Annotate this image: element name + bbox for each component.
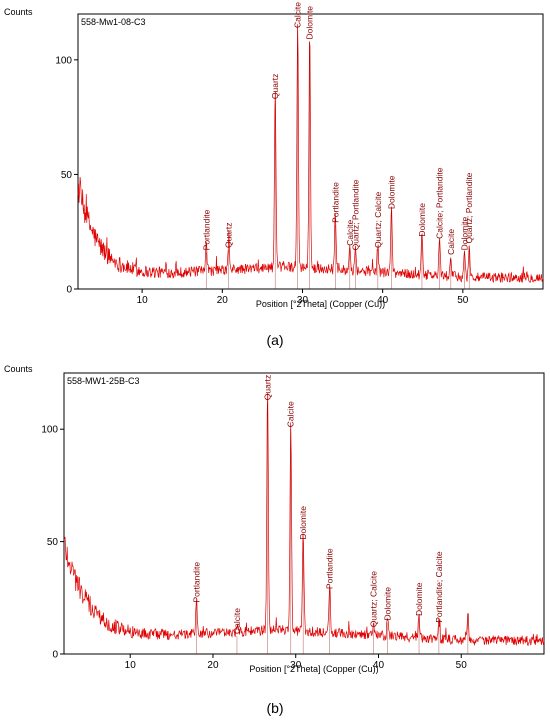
peak-label: Quartz — [263, 375, 273, 401]
x-tick-label: 30 — [290, 660, 302, 671]
peak-label: Portlandite — [201, 209, 211, 250]
sample-id-label: 558-Mw1-08-C3 — [81, 17, 146, 27]
diffraction-trace — [63, 392, 545, 647]
x-axis-title: Position [°2Theta] (Copper (Cu)) — [249, 664, 378, 674]
peak-label: Calcite — [345, 219, 355, 245]
peak-label: Dolomite — [414, 582, 424, 616]
peak-label: Quartz; Calcite — [373, 192, 383, 248]
panel-letter: (b) — [266, 700, 283, 716]
plot-frame — [63, 372, 545, 655]
plot-frame — [77, 13, 544, 290]
x-tick-label: 10 — [137, 295, 149, 306]
x-tick-label: 30 — [297, 295, 309, 306]
peak-label: Calcite — [446, 229, 456, 255]
peak-label: Quartz — [224, 223, 234, 249]
diffraction-trace — [77, 24, 544, 284]
peak-label: Portlandite; Calcite — [434, 551, 444, 623]
peak-label: Quartz; Calcite — [369, 571, 379, 627]
x-tick-label: 20 — [217, 295, 229, 306]
x-tick-label: 50 — [456, 660, 468, 671]
x-tick-label: 40 — [377, 295, 389, 306]
sample-id-label: 558-MW1-25B-C3 — [67, 376, 140, 386]
peak-label: Portlandite — [325, 548, 335, 589]
peak-label: Dolomite — [386, 175, 396, 209]
peak-label: Dolomite — [417, 203, 427, 237]
y-tick-label: 100 — [41, 425, 58, 436]
peak-label: Quartz; Portlandite — [464, 172, 474, 243]
x-tick-label: 40 — [373, 660, 385, 671]
peak-label: Quartz — [270, 74, 280, 100]
x-tick-label: 10 — [125, 660, 137, 671]
y-tick-label: 0 — [52, 650, 58, 661]
y-tick-label: 100 — [55, 55, 72, 66]
peak-label: Dolomite — [298, 506, 308, 540]
peak-label: Portlandite — [191, 562, 201, 603]
peak-label: Portlandite — [330, 182, 340, 223]
x-axis-title: Position [°2Theta] (Copper (Cu)) — [256, 299, 385, 309]
y-axis-title: Counts — [4, 364, 33, 374]
panel-letter: (a) — [266, 332, 283, 348]
peak-label: Dolomite — [305, 6, 315, 40]
panel-a: 0 50 100 10 20 30 40 50 Counts Position [°2Theta]… — [4, 2, 544, 348]
y-tick-label: 0 — [66, 285, 72, 296]
x-tick-label: 20 — [207, 660, 219, 671]
peak-label: Calcite — [232, 608, 242, 634]
peak-label: Quartz; Portlandite — [350, 179, 360, 250]
peak-label: Dolomite — [459, 217, 469, 251]
y-tick-label: 50 — [47, 537, 59, 548]
panel-b: 0 50 100 10 20 30 40 50 Counts Position [°2Theta]… — [4, 364, 545, 716]
y-tick-label: 50 — [61, 170, 73, 181]
peak-label: Calcite — [293, 2, 303, 28]
peak-label: Calcite — [286, 401, 296, 427]
y-axis-title: Counts — [4, 7, 33, 17]
peak-label: Calcite; Portlandite — [435, 167, 445, 239]
x-tick-label: 50 — [457, 295, 469, 306]
peak-label: Dolomite — [383, 587, 393, 621]
